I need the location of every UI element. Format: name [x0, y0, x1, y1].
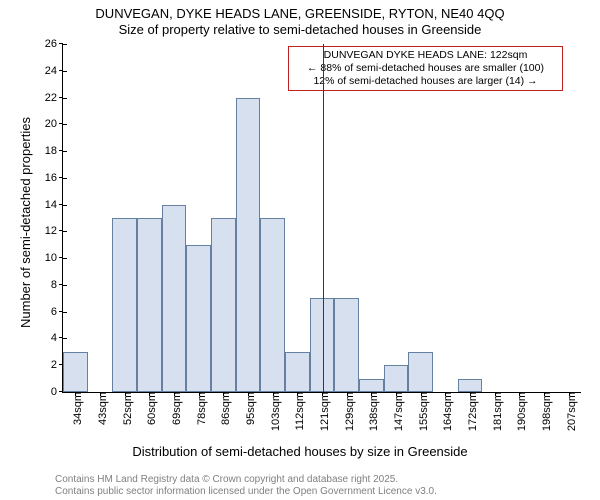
footer-attribution: Contains HM Land Registry data © Crown c… — [55, 474, 437, 497]
y-tick: 10 — [45, 252, 63, 264]
x-tick: 69sqm — [169, 392, 183, 425]
y-tick: 2 — [51, 359, 63, 371]
x-tick: 78sqm — [194, 392, 208, 425]
histogram-bar — [112, 218, 137, 392]
histogram-bar — [408, 352, 433, 392]
plot-area: DUNVEGAN DYKE HEADS LANE: 122sqm ← 88% o… — [62, 44, 581, 393]
x-tick: 43sqm — [95, 392, 109, 425]
x-axis-label: Distribution of semi-detached houses by … — [0, 444, 600, 459]
histogram-bar — [236, 98, 261, 392]
y-tick: 8 — [51, 279, 63, 291]
footer-line-1: Contains HM Land Registry data © Crown c… — [55, 474, 437, 486]
x-tick: 112sqm — [292, 392, 306, 430]
marker-line — [323, 44, 324, 392]
y-tick: 24 — [45, 65, 63, 77]
y-axis-label: Number of semi-detached properties — [18, 117, 33, 328]
x-tick: 86sqm — [218, 392, 232, 425]
title-line-2: Size of property relative to semi-detach… — [0, 22, 600, 38]
x-tick: 198sqm — [539, 392, 553, 431]
histogram-bar — [63, 352, 88, 392]
x-tick: 121sqm — [317, 392, 331, 431]
x-tick: 155sqm — [416, 392, 430, 431]
annotation-box: DUNVEGAN DYKE HEADS LANE: 122sqm ← 88% o… — [288, 46, 563, 91]
title-line-1: DUNVEGAN, DYKE HEADS LANE, GREENSIDE, RY… — [0, 6, 600, 22]
x-tick: 172sqm — [465, 392, 479, 431]
annotation-line-2: ← 88% of semi-detached houses are smalle… — [293, 62, 558, 75]
histogram-bar — [260, 218, 285, 392]
x-tick: 181sqm — [490, 392, 504, 431]
y-tick: 20 — [45, 118, 63, 130]
histogram-bar — [137, 218, 162, 392]
histogram-bar — [359, 379, 384, 392]
x-tick: 147sqm — [391, 392, 405, 431]
histogram-bar — [310, 298, 335, 392]
footer-line-2: Contains public sector information licen… — [55, 486, 437, 498]
x-tick: 129sqm — [342, 392, 356, 431]
x-tick: 207sqm — [564, 392, 578, 431]
x-tick: 95sqm — [243, 392, 257, 425]
chart-titles: DUNVEGAN, DYKE HEADS LANE, GREENSIDE, RY… — [0, 0, 600, 37]
y-tick: 14 — [45, 199, 63, 211]
y-tick: 26 — [45, 38, 63, 50]
y-tick: 16 — [45, 172, 63, 184]
histogram-bar — [334, 298, 359, 392]
x-tick: 34sqm — [70, 392, 84, 425]
x-tick: 138sqm — [366, 392, 380, 431]
histogram-bar — [285, 352, 310, 392]
x-tick: 164sqm — [440, 392, 454, 431]
x-tick: 60sqm — [144, 392, 158, 425]
y-tick: 4 — [51, 332, 63, 344]
histogram-bar — [162, 205, 187, 392]
x-tick: 52sqm — [120, 392, 134, 425]
y-tick: 6 — [51, 306, 63, 318]
annotation-line-3: 12% of semi-detached houses are larger (… — [293, 75, 558, 88]
x-tick: 103sqm — [268, 392, 282, 431]
histogram-bar — [186, 245, 211, 392]
histogram-bar — [458, 379, 483, 392]
x-tick: 190sqm — [514, 392, 528, 431]
y-tick: 18 — [45, 145, 63, 157]
y-tick: 12 — [45, 225, 63, 237]
histogram-bar — [384, 365, 409, 392]
y-tick: 22 — [45, 92, 63, 104]
histogram-bar — [211, 218, 236, 392]
y-tick: 0 — [51, 386, 63, 398]
annotation-line-1: DUNVEGAN DYKE HEADS LANE: 122sqm — [293, 49, 558, 62]
